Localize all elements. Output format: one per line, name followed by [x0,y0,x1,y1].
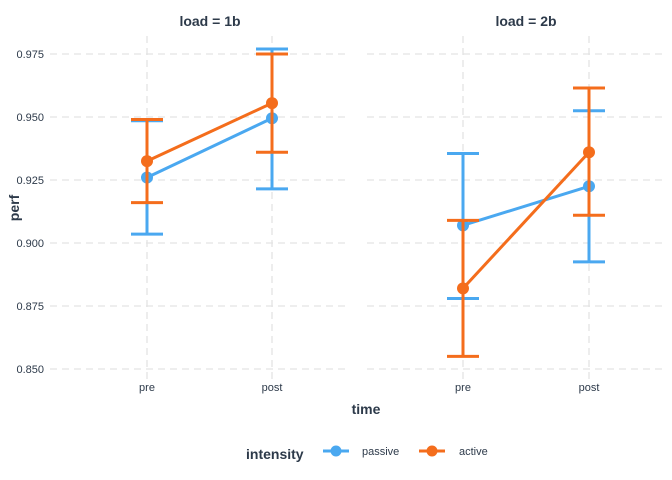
series-line [462,184,590,227]
y-tick-label: 0.875 [16,301,44,313]
y-axis-ticks: 0.850 0.875 0.900 0.925 0.950 0.975 [16,49,44,376]
x-axis-title: time [352,401,381,417]
legend-title: intensity [246,446,304,462]
legend: intensity passive active [246,445,488,462]
series [131,47,605,358]
grid [50,36,665,384]
series-active [447,86,605,358]
legend-key-passive [323,445,349,457]
series-line [146,101,273,163]
x-axis-ticks: pre post pre post [139,382,599,394]
y-tick-label: 0.950 [16,112,44,124]
legend-key-active [419,445,445,457]
panel-title-2b: load = 2b [495,13,556,29]
series-line [461,151,591,290]
x-tick-label: post [579,382,600,394]
y-axis-title: perf [6,194,22,221]
x-tick-label: post [262,382,283,394]
panel-title-1b: load = 1b [179,13,240,29]
panel-titles: load = 1b load = 2b [179,13,556,29]
legend-label-active: active [459,446,488,458]
y-tick-label: 0.975 [16,49,44,61]
series-passive [447,109,605,300]
x-tick-label: pre [139,382,155,394]
y-tick-label: 0.850 [16,364,44,376]
x-tick-label: pre [455,382,471,394]
y-tick-label: 0.900 [16,238,44,250]
data-point [141,155,153,168]
series-passive [131,47,288,236]
y-tick-label: 0.925 [16,175,44,187]
data-point [583,146,595,159]
data-point [266,97,278,110]
data-point [457,282,469,295]
series-line [146,116,273,179]
legend-label-passive: passive [362,446,399,458]
series-active [131,52,288,205]
